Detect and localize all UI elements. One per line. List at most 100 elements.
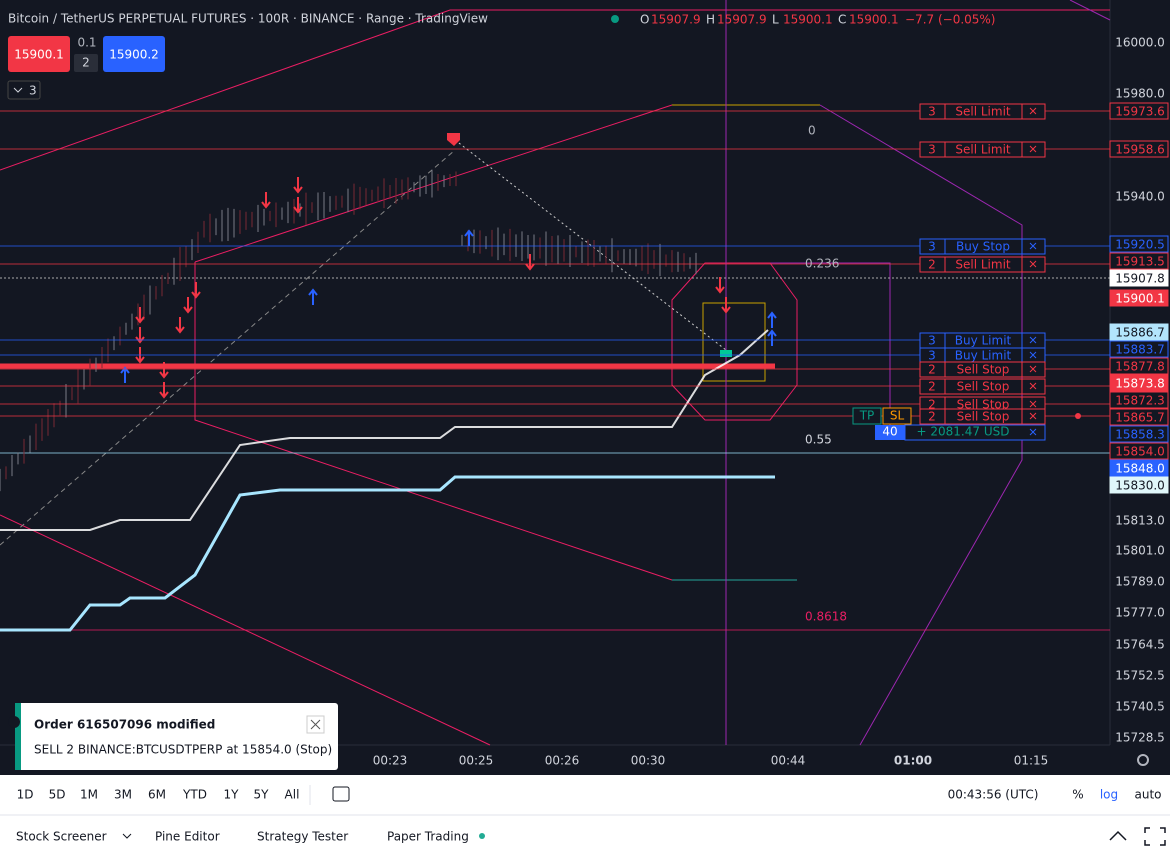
order-type: Sell Limit xyxy=(955,105,1011,119)
range-button[interactable]: All xyxy=(285,788,300,802)
price-label: 15813.0 xyxy=(1115,514,1165,528)
price-tag-label: 15858.3 xyxy=(1115,428,1165,442)
order-close[interactable] xyxy=(1029,412,1037,420)
order-box[interactable] xyxy=(919,361,1046,378)
order-box[interactable] xyxy=(919,141,1046,158)
order-type: Sell Limit xyxy=(955,143,1011,157)
bottom-tab[interactable]: Strategy Tester xyxy=(257,830,348,844)
arrow xyxy=(293,197,303,214)
arrow xyxy=(767,311,777,328)
qty-box[interactable] xyxy=(74,54,98,72)
chart-title: Bitcoin / TetherUS PERPETUAL FUTURES · 1… xyxy=(8,12,488,26)
bottom-tab[interactable]: Paper Trading xyxy=(387,830,469,844)
order-box[interactable] xyxy=(919,408,1046,425)
arrow xyxy=(525,254,535,271)
order-close[interactable] xyxy=(1029,260,1037,268)
arrow xyxy=(183,297,193,314)
ohlc-value: 15900.1 xyxy=(849,13,899,27)
time-label: 00:26 xyxy=(545,754,580,768)
bottom-tab[interactable]: Pine Editor xyxy=(155,830,220,844)
range-button[interactable]: 5D xyxy=(49,788,66,802)
order-close[interactable] xyxy=(1029,145,1037,153)
arrow xyxy=(293,177,303,194)
marker xyxy=(447,133,460,146)
price-tag xyxy=(1109,102,1169,120)
collapse-count: 3 xyxy=(29,84,37,98)
order-close[interactable] xyxy=(1029,365,1037,373)
collapse-icon[interactable] xyxy=(1109,830,1127,841)
auto-toggle[interactable]: auto xyxy=(1134,788,1161,802)
order-type: Sell Stop xyxy=(957,410,1010,424)
date-range-icon[interactable] xyxy=(332,786,350,802)
range-button[interactable]: 6M xyxy=(148,788,166,802)
price-tag xyxy=(1109,340,1169,358)
order-qty: 3 xyxy=(928,143,936,157)
price-label: 15740.5 xyxy=(1115,700,1165,714)
arrow xyxy=(135,347,145,364)
price-tag-label: 15848.0 xyxy=(1115,462,1165,476)
order-close[interactable] xyxy=(1029,242,1037,250)
trail-line xyxy=(0,329,769,531)
order-close[interactable] xyxy=(1029,336,1037,344)
sl-box[interactable] xyxy=(882,407,912,425)
hexagon xyxy=(1069,0,1111,21)
trend-line xyxy=(0,149,456,546)
octagon xyxy=(671,262,798,421)
position-close[interactable] xyxy=(1029,428,1037,436)
fib-label: 0.236 xyxy=(805,257,839,271)
order-qty: 2 xyxy=(928,380,936,394)
arrow xyxy=(721,297,731,314)
order-box[interactable] xyxy=(919,378,1046,395)
ohlc-key: L xyxy=(772,13,779,27)
order-qty: 2 xyxy=(928,410,936,424)
price-tag-label: 15907.8 xyxy=(1115,272,1165,286)
percent-toggle[interactable]: % xyxy=(1072,788,1083,802)
toast-tab xyxy=(8,716,20,728)
arrow xyxy=(159,382,169,399)
tp: TP xyxy=(859,409,875,423)
price-tag-label: 15973.6 xyxy=(1115,105,1165,119)
log-toggle[interactable]: log xyxy=(1100,788,1118,802)
order-type: Buy Limit xyxy=(955,349,1012,363)
price-tag xyxy=(1109,476,1169,494)
price-tag xyxy=(1109,459,1169,477)
position-pnl-box xyxy=(904,424,1046,441)
order-box[interactable] xyxy=(919,256,1046,273)
order-close[interactable] xyxy=(1029,351,1037,359)
range-button[interactable]: 5Y xyxy=(254,788,270,802)
maximize-icon[interactable] xyxy=(1144,827,1166,846)
range-button[interactable]: 1M xyxy=(80,788,98,802)
qty[interactable]: 2 xyxy=(82,56,90,70)
range-button[interactable]: 3M xyxy=(114,788,132,802)
order-box[interactable] xyxy=(919,238,1046,255)
settings-icon[interactable] xyxy=(1137,754,1149,766)
order-close[interactable] xyxy=(1029,400,1037,408)
price-label: 15801.0 xyxy=(1115,544,1165,558)
price-tag xyxy=(1109,289,1169,307)
range-button[interactable]: 1D xyxy=(17,788,34,802)
bottom-tab[interactable]: Stock Screener xyxy=(16,830,107,844)
sell-button[interactable] xyxy=(8,36,70,72)
trend-line xyxy=(454,139,727,351)
time-label: 01:15 xyxy=(1014,754,1049,768)
price-label: 15980.0 xyxy=(1115,87,1165,101)
range-button[interactable]: 1Y xyxy=(224,788,240,802)
order-close[interactable] xyxy=(1029,107,1037,115)
order-close[interactable] xyxy=(1029,382,1037,390)
price-tag xyxy=(1109,269,1169,287)
ohlc-key: O xyxy=(640,13,649,27)
buy-button[interactable] xyxy=(103,36,165,72)
price-tag-label: 15900.1 xyxy=(1115,292,1165,306)
order-qty: 3 xyxy=(928,240,936,254)
tp-box[interactable] xyxy=(852,407,882,425)
time-label: 00:44 xyxy=(771,754,806,768)
collapse-button[interactable] xyxy=(7,80,41,100)
sell-price[interactable]: 15900.1 xyxy=(14,48,64,62)
order-box[interactable] xyxy=(919,103,1046,120)
price-tag-label: 15920.5 xyxy=(1115,238,1165,252)
price-tag-label: 15854.0 xyxy=(1115,445,1165,459)
range-button[interactable]: YTD xyxy=(182,788,207,802)
buy-price[interactable]: 15900.2 xyxy=(109,48,159,62)
price-tag-label: 15958.6 xyxy=(1115,143,1165,157)
price-tag-label: 15873.8 xyxy=(1115,377,1165,391)
